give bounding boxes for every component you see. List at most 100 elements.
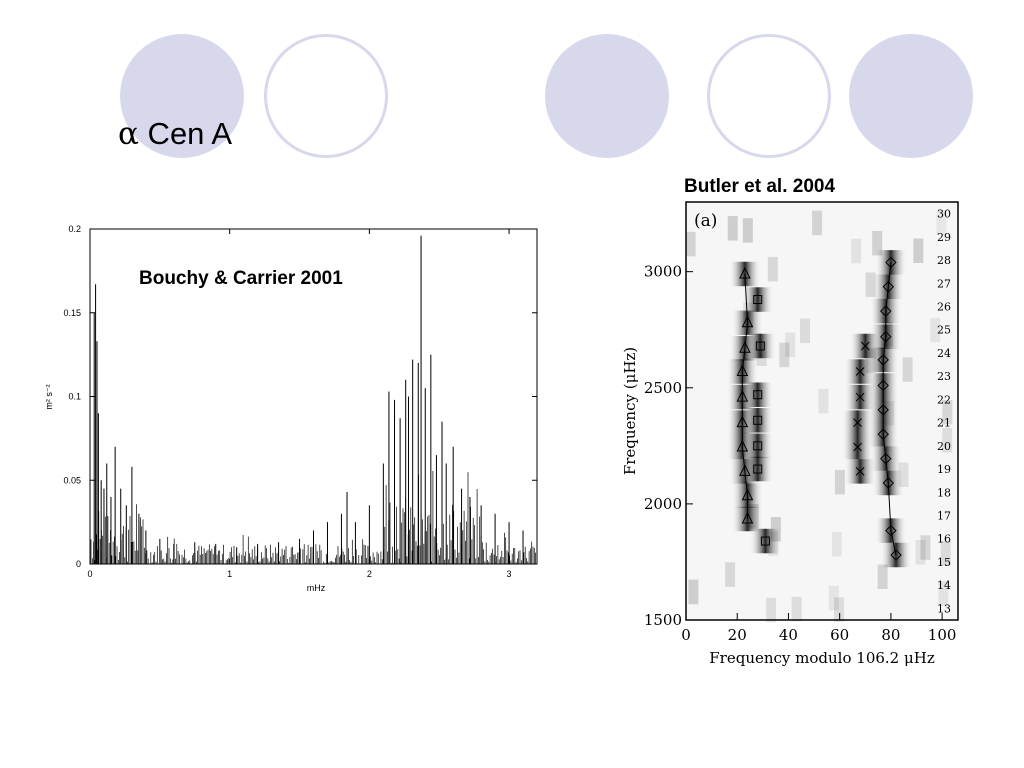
spectrum-series [93,235,538,564]
echelle-background-block [727,216,738,241]
echelle-power-band [744,333,777,359]
echelle-point-l1 [736,389,749,402]
echelle-power-band [749,528,782,554]
echelle-point-l3 [753,464,763,474]
echelle-point-l3 [753,390,763,400]
decorative-circle-3 [545,34,669,158]
echelle-background-block [936,210,947,235]
echelle-point-l0 [885,256,897,269]
echelle-background-block [828,585,839,611]
spectrum-annotation: Bouchy & Carrier 2001 [139,268,343,289]
figure-caption-right: Butler et al. 2004 [684,176,836,197]
echelle-point-l1 [736,439,749,452]
echelle-order-labels: 30 29 28 27 26 25 24 23 22 21 20 19 18 17 16 15 14 13 [937,208,951,616]
slide-title-text: Cen A [138,116,232,151]
echelle-point-l2 [860,341,870,351]
echelle-point-l1 [739,464,751,476]
echelle-x-tick-label: 60 [830,626,849,644]
echelle-ticks: 0 20 40 60 80 100 1500 2000 2500 3000 [644,263,957,644]
echelle-y-tick-label: 2500 [644,379,682,397]
echelle-point-l0 [880,305,892,317]
echelle-power-band [874,250,907,275]
echelle-background-block [834,597,845,622]
echelle-background-block [930,317,941,343]
echelle-panel-label: (a) [694,211,717,231]
echelle-y-tick-label: 3000 [644,263,682,281]
spectrum-x-label: mHz [307,583,326,593]
decorative-circle-2 [264,34,388,158]
echelle-order-label: 19 [937,463,951,476]
echelle-background-block [779,342,790,368]
echelle-background-block [766,597,777,623]
echelle-background-block [915,539,926,565]
echelle-order-label: 16 [937,533,951,546]
echelle-point-l2 [855,367,865,376]
echelle-point-l1 [736,415,749,428]
echelle-point-l3 [753,295,763,305]
echelle-point-l0 [882,281,895,293]
echelle-background-block [898,462,909,487]
decorative-circle-1 [120,34,244,158]
echelle-frame [685,201,959,621]
echelle-background-block [743,302,754,327]
echelle-order-label: 28 [937,254,951,267]
echelle-point-l2 [855,467,865,476]
echelle-point-l0 [882,477,895,489]
echelle-background-block [920,535,931,560]
echelle-point-l0 [890,549,902,561]
echelle-point-l2 [853,418,862,427]
echelle-background-block [812,210,823,236]
echelle-order-label: 25 [937,324,951,337]
echelle-point-l2 [855,392,865,402]
echelle-order-label: 21 [937,417,951,430]
echelle-point-l0 [877,428,889,440]
echelle-background-block [851,238,862,264]
spectrum-y-tick-label: 0.1 [68,392,81,402]
echelle-background-block [877,564,888,590]
echelle-background-block [800,318,811,344]
echelle-background-block [768,531,779,556]
echelle-point-l0 [877,379,889,392]
spectrum-y-label: m² s⁻² [44,384,54,409]
echelle-background-block [685,231,696,257]
echelle-background-block [770,516,781,542]
echelle-order-label: 26 [937,301,951,314]
echelle-point-l0 [877,354,889,366]
echelle-order-label: 29 [937,231,951,244]
echelle-background-block [834,469,845,495]
decorative-circle-4 [707,34,831,158]
echelle-background-block [865,348,876,374]
decorative-circle-5 [849,34,973,158]
echelle-power-band [741,382,774,407]
echelle-background-block [748,504,759,529]
echelle-y-label: Frequency (μHz) [621,347,639,475]
echelle-point-l1 [741,488,754,501]
echelle-order-label: 27 [937,277,951,290]
echelle-background-block [791,596,802,622]
echelle-background-block [872,230,883,256]
echelle-background-block [938,581,949,606]
echelle-y-tick-label: 2000 [644,495,682,513]
echelle-background-block [940,540,951,566]
echelle-background-block [742,218,753,243]
echelle-ridge-l=1 [741,273,749,519]
echelle-background-block [942,399,953,425]
spectrum-x-tick-label: 3 [507,569,512,579]
echelle-point-l1 [739,266,751,279]
echelle-background-block [756,341,767,366]
echelle-point-l3 [753,415,763,425]
echelle-background-block [865,272,876,297]
spectrum-y-tick-label: 0 [76,559,81,569]
alpha-symbol: α [118,116,139,152]
echelle-point-l1 [741,511,754,524]
echelle-point-l0 [877,404,889,416]
echelle-point-l0 [885,524,897,537]
echelle-background-block [767,256,778,282]
echelle-order-label: 30 [937,208,951,221]
echelle-x-tick-label: 80 [881,626,900,644]
echelle-point-l2 [853,442,862,452]
spectrum-y-tick-label: 0.15 [63,308,81,318]
echelle-point-l3 [753,441,763,451]
echelle-point-l0 [880,330,892,343]
echelle-point-l1 [741,315,754,328]
